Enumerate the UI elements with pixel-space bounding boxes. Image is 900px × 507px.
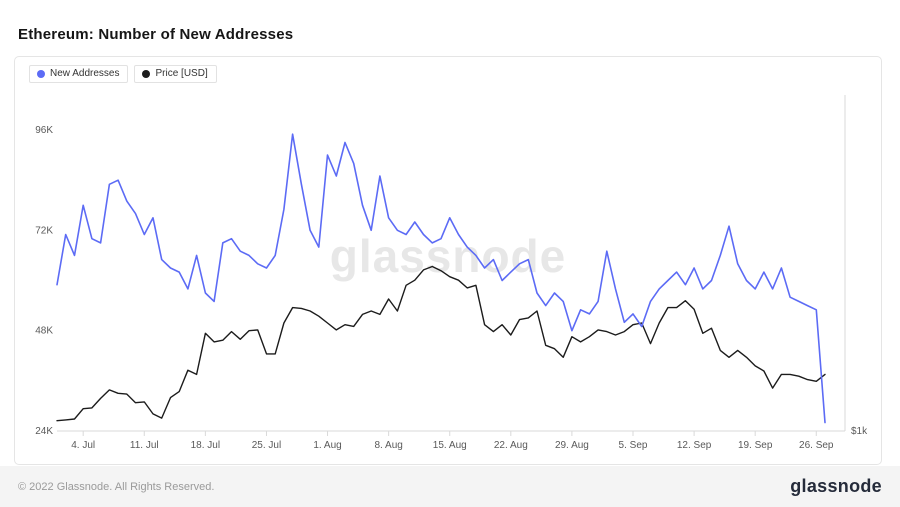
chart-legend: New Addresses Price [USD] <box>29 65 217 83</box>
series-new-addresses-line <box>56 133 826 424</box>
series-price-usd-line <box>56 265 826 422</box>
x-axis-tick-label: 1. Aug <box>313 440 341 451</box>
x-axis-tick-label: 15. Aug <box>433 440 467 451</box>
x-axis-tick-label: 11. Jul <box>130 440 159 451</box>
x-axis-tick-label: 5. Sep <box>619 440 648 451</box>
legend-item-price-usd[interactable]: Price [USD] <box>134 65 217 83</box>
chart-svg[interactable]: 96K 72K 48K 24K $1k 4. Jul 11. Jul 18. Jul 25. J… <box>15 83 881 465</box>
legend-color-dot-icon <box>142 70 151 78</box>
glassnode-watermark: glassnode <box>329 230 567 282</box>
y-axis-tick-label: 96K <box>35 125 53 136</box>
y-axis-tick-label: 72K <box>35 225 53 236</box>
price-axis-tick-label: $1k <box>851 426 868 437</box>
footer: © 2022 Glassnode. All Rights Reserved. g… <box>0 466 900 507</box>
copyright-text: © 2022 Glassnode. All Rights Reserved. <box>18 480 215 493</box>
legend-label: Price [USD] <box>155 68 208 79</box>
x-axis-tick-label: 19. Sep <box>738 440 773 451</box>
chart-container: New Addresses Price [USD] glassnode 96K 72… <box>14 56 882 465</box>
x-axis-tick-label: 22. Aug <box>494 440 528 451</box>
x-axis-tick-label: 12. Sep <box>677 440 712 451</box>
legend-color-dot-icon <box>37 70 45 78</box>
x-axis-tick-label: 8. Aug <box>374 440 402 451</box>
legend-item-new-addresses[interactable]: New Addresses <box>29 65 129 83</box>
y-axis-tick-label: 48K <box>35 326 53 337</box>
page-title: Ethereum: Number of New Addresses <box>18 26 294 44</box>
glassnode-logo: glassnode <box>790 476 882 496</box>
y-axis-tick-label: 24K <box>35 426 53 437</box>
legend-label: New Addresses <box>50 68 120 79</box>
x-axis-tick-label: 4. Jul <box>71 440 95 451</box>
x-axis-tick-label: 18. Jul <box>191 440 220 451</box>
x-axis-tick-label: 26. Sep <box>799 440 834 451</box>
x-axis-tick-label: 25. Jul <box>252 440 281 451</box>
x-axis-tick-label: 29. Aug <box>555 440 589 451</box>
